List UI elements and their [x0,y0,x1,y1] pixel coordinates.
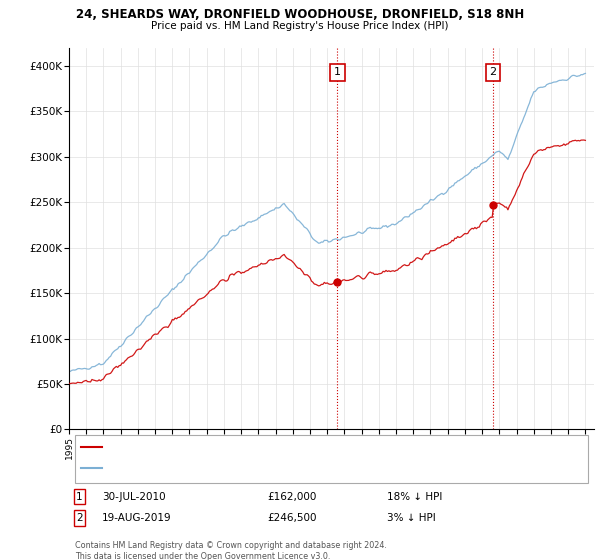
Text: 2: 2 [76,513,83,523]
Text: 1: 1 [76,492,83,502]
Text: 19-AUG-2019: 19-AUG-2019 [102,513,172,523]
Text: 2: 2 [490,67,497,77]
Text: 1: 1 [334,67,341,77]
Text: 24, SHEARDS WAY, DRONFIELD WOODHOUSE, DRONFIELD, S18 8NH (detached house): 24, SHEARDS WAY, DRONFIELD WOODHOUSE, DR… [106,443,481,452]
Text: 30-JUL-2010: 30-JUL-2010 [102,492,166,502]
Text: £162,000: £162,000 [267,492,316,502]
Text: Price paid vs. HM Land Registry's House Price Index (HPI): Price paid vs. HM Land Registry's House … [151,21,449,31]
Text: Contains HM Land Registry data © Crown copyright and database right 2024.
This d: Contains HM Land Registry data © Crown c… [75,542,387,560]
Text: 24, SHEARDS WAY, DRONFIELD WOODHOUSE, DRONFIELD, S18 8NH: 24, SHEARDS WAY, DRONFIELD WOODHOUSE, DR… [76,8,524,21]
Text: HPI: Average price, detached house, North East Derbyshire: HPI: Average price, detached house, Nort… [106,463,361,472]
Text: £246,500: £246,500 [267,513,317,523]
Text: 18% ↓ HPI: 18% ↓ HPI [387,492,442,502]
Text: 3% ↓ HPI: 3% ↓ HPI [387,513,436,523]
